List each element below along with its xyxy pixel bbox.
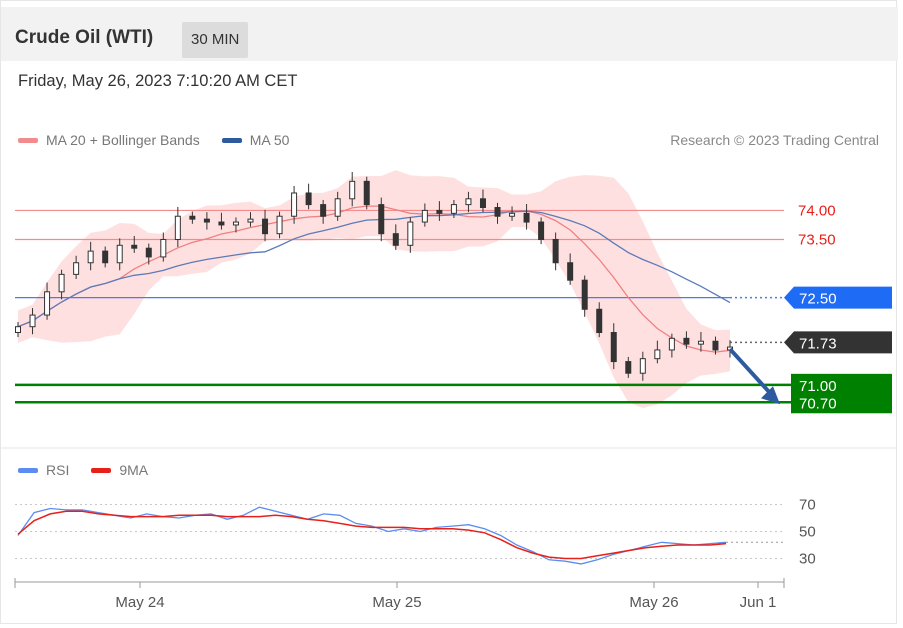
time-axis-label: May 26 [629,594,678,611]
rsi-9ma-line [17,510,727,560]
candle-down [610,332,617,363]
support-label: 71.00 [799,378,837,395]
support-label-box [791,391,892,414]
rsi-tick-label: 30 [799,550,816,567]
rsi-tick-label: 70 [799,496,816,513]
candle-down [392,233,399,246]
legend-label-ma50: MA 50 [249,132,290,148]
candle-up [407,221,414,246]
candle-up [174,215,181,240]
ma50-swatch [221,137,242,143]
candle-up [232,221,239,226]
candle-down [436,209,443,214]
time-axis-label: May 25 [372,594,421,611]
legend-item-ma20: MA 20 + Bollinger Bands [18,132,200,148]
candle-up [160,238,167,258]
candle-down [538,221,545,240]
time-axis-label: Jun 1 [740,594,777,611]
candle-up [58,273,65,293]
pivot-label: 72.50 [799,291,837,308]
candle-down [552,238,559,264]
projection-arrow-head [761,386,780,405]
time-axis: May 24 May 25 May 26 Jun 1 [14,578,785,611]
candle-down [189,215,196,220]
moving-averages [17,205,731,353]
candle-up [276,215,283,235]
projection-arrow-shaft [728,347,775,398]
bollinger-band-area [18,170,730,409]
candle-up [654,349,661,360]
candle-up [509,212,516,217]
candle-down [494,207,501,217]
price-legend: MA 20 + Bollinger Bands MA 50 [18,132,311,148]
candle-down [131,244,138,249]
candle-down [581,279,588,310]
timestamp: Friday, May 26, 2023 7:10:20 AM CET [18,72,298,90]
instrument-title: Crude Oil (WTI) [15,27,154,48]
candle-up [334,198,341,217]
support-label-box [791,373,892,396]
candle-up [29,314,36,328]
candlesticks [15,172,733,381]
last-price-box [784,331,892,354]
candle-down [102,250,109,264]
research-credit: Research © 2023 Trading Central [670,132,879,148]
candle-down [218,221,225,226]
bollinger-bands [18,170,730,409]
ma9-swatch [91,467,112,473]
candle-down [203,218,210,223]
candle-up [450,204,457,214]
candle-up [73,262,80,275]
candle-down [625,361,632,374]
candle-down [712,340,719,351]
candle-down [523,212,530,223]
pivot-label-box [784,286,892,309]
candle-down [683,337,690,345]
ma20-swatch [18,137,38,143]
rsi-swatch [18,467,38,473]
legend-label-rsi: RSI [46,462,70,478]
candle-down [363,180,370,206]
legend-label-ma20: MA 20 + Bollinger Bands [46,132,200,148]
candle-up [465,198,472,206]
candle-down [378,204,385,235]
rsi-panel: 70 50 30 [15,496,816,567]
candle-up [349,180,356,200]
candle-down [567,262,574,281]
legend-item-rsi: RSI [18,462,69,478]
candle-up [697,340,704,345]
resistance-label: 73.50 [798,231,836,248]
candle-up [247,218,254,223]
candle-up [421,209,428,223]
legend-item-9ma: 9MA [91,462,148,478]
candle-up [44,291,51,316]
candle-down [305,192,312,206]
candle-down [479,198,486,209]
rsi-legend: RSI 9MA [18,462,170,478]
candle-up [116,244,123,264]
rsi-tick-label: 50 [799,523,816,540]
candle-up [15,326,21,334]
timeframe-badge[interactable]: 30 MIN [182,22,249,58]
candle-down [320,204,327,217]
candle-down [145,247,152,258]
chart-header: Crude Oil (WTI) 30 MIN [1,7,898,61]
candle-up [87,250,94,264]
ma20-line [17,205,731,353]
legend-label-9ma: 9MA [119,462,149,478]
legend-item-ma50: MA 50 [221,132,290,148]
candle-up [639,358,646,374]
time-axis-label: May 24 [115,594,164,611]
candle-down [596,308,603,334]
ma50-line [17,210,731,328]
resistance-label: 74.00 [798,202,836,219]
candle-down [262,218,269,235]
support-label: 70.70 [799,395,837,412]
candle-up [291,192,298,217]
last-price-label: 71.73 [799,335,837,352]
candle-up [668,337,675,351]
